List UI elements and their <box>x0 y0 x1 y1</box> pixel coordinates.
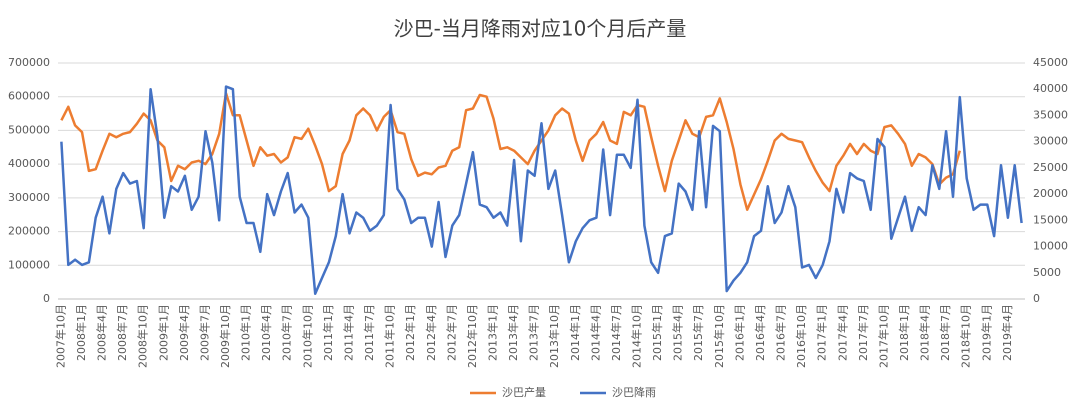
y-tick-label: 100000 <box>8 258 50 271</box>
x-tick-label: 2013年10月 <box>547 304 561 368</box>
legend-label: 沙巴产量 <box>502 385 546 399</box>
x-tick-label: 2011年1月 <box>321 304 335 361</box>
x-tick-label: 2015年10月 <box>712 304 726 368</box>
y-tick-label: 300000 <box>8 191 50 204</box>
x-tick-label: 2012年1月 <box>403 304 417 361</box>
x-tick-label: 2012年4月 <box>424 304 438 361</box>
x-tick-label: 2009年4月 <box>177 304 191 361</box>
x-tick-label: 2015年7月 <box>691 304 705 361</box>
x-tick-label: 2014年1月 <box>568 304 582 361</box>
y2-tick-label: 20000 <box>1033 187 1068 200</box>
x-tick-label: 2012年10月 <box>465 304 479 368</box>
x-tick-label: 2011年4月 <box>341 304 355 361</box>
x-tick-label: 2013年7月 <box>527 304 541 361</box>
x-tick-label: 2010年4月 <box>259 304 273 361</box>
x-tick-label: 2018年10月 <box>959 304 973 368</box>
x-tick-label: 2010年7月 <box>280 304 294 361</box>
y2-tick-label: 25000 <box>1033 161 1068 174</box>
y2-tick-label: 45000 <box>1033 56 1068 69</box>
x-tick-label: 2018年4月 <box>918 304 932 361</box>
y-tick-label: 200000 <box>8 225 50 238</box>
x-tick-label: 2014年10月 <box>630 304 644 368</box>
y-tick-label: 400000 <box>8 157 50 170</box>
x-tick-label: 2017年10月 <box>876 304 890 368</box>
y-tick-label: 700000 <box>8 56 50 69</box>
y2-tick-label: 5000 <box>1033 266 1061 279</box>
x-tick-label: 2013年4月 <box>506 304 520 361</box>
x-tick-label: 2018年1月 <box>897 304 911 361</box>
x-tick-label: 2009年1月 <box>156 304 170 361</box>
x-tick-label: 2016年10月 <box>794 304 808 368</box>
y2-tick-label: 40000 <box>1033 82 1068 95</box>
series-line <box>60 85 1023 296</box>
x-tick-label: 2019年1月 <box>979 304 993 361</box>
x-tick-label: 2017年4月 <box>835 304 849 361</box>
x-tick-label: 2007年10月 <box>53 304 67 368</box>
y-tick-label: 0 <box>43 292 50 305</box>
x-tick-label: 2008年1月 <box>74 304 88 361</box>
x-tick-label: 2009年7月 <box>197 304 211 361</box>
x-tick-label: 2017年1月 <box>815 304 829 361</box>
x-tick-label: 2008年4月 <box>95 304 109 361</box>
y2-tick-label: 15000 <box>1033 213 1068 226</box>
x-tick-label: 2016年4月 <box>753 304 767 361</box>
x-tick-label: 2018年7月 <box>938 304 952 361</box>
x-tick-label: 2015年1月 <box>650 304 664 361</box>
x-tick-label: 2008年7月 <box>115 304 129 361</box>
chart-title: 沙巴-当月降雨对应10个月后产量 <box>394 17 687 41</box>
x-tick-label: 2010年10月 <box>300 304 314 368</box>
y2-tick-label: 35000 <box>1033 108 1068 121</box>
x-tick-label: 2016年7月 <box>774 304 788 361</box>
x-tick-label: 2017年7月 <box>856 304 870 361</box>
y-tick-label: 600000 <box>8 90 50 103</box>
x-tick-label: 2013年1月 <box>485 304 499 361</box>
y2-tick-label: 0 <box>1033 292 1040 305</box>
legend-label: 沙巴降雨 <box>612 385 656 399</box>
x-tick-label: 2014年4月 <box>588 304 602 361</box>
x-tick-label: 2014年7月 <box>609 304 623 361</box>
x-tick-label: 2009年10月 <box>218 304 232 368</box>
y-tick-label: 500000 <box>8 123 50 136</box>
x-tick-label: 2016年1月 <box>732 304 746 361</box>
x-tick-label: 2011年10月 <box>383 304 397 368</box>
x-tick-label: 2011年7月 <box>362 304 376 361</box>
x-tick-label: 2019年4月 <box>1000 304 1014 361</box>
x-tick-label: 2010年1月 <box>239 304 253 361</box>
x-tick-label: 2008年10月 <box>136 304 150 368</box>
x-tick-label: 2015年4月 <box>671 304 685 361</box>
x-tick-label: 2012年7月 <box>444 304 458 361</box>
y2-tick-label: 30000 <box>1033 135 1068 148</box>
y2-tick-label: 10000 <box>1033 240 1068 253</box>
